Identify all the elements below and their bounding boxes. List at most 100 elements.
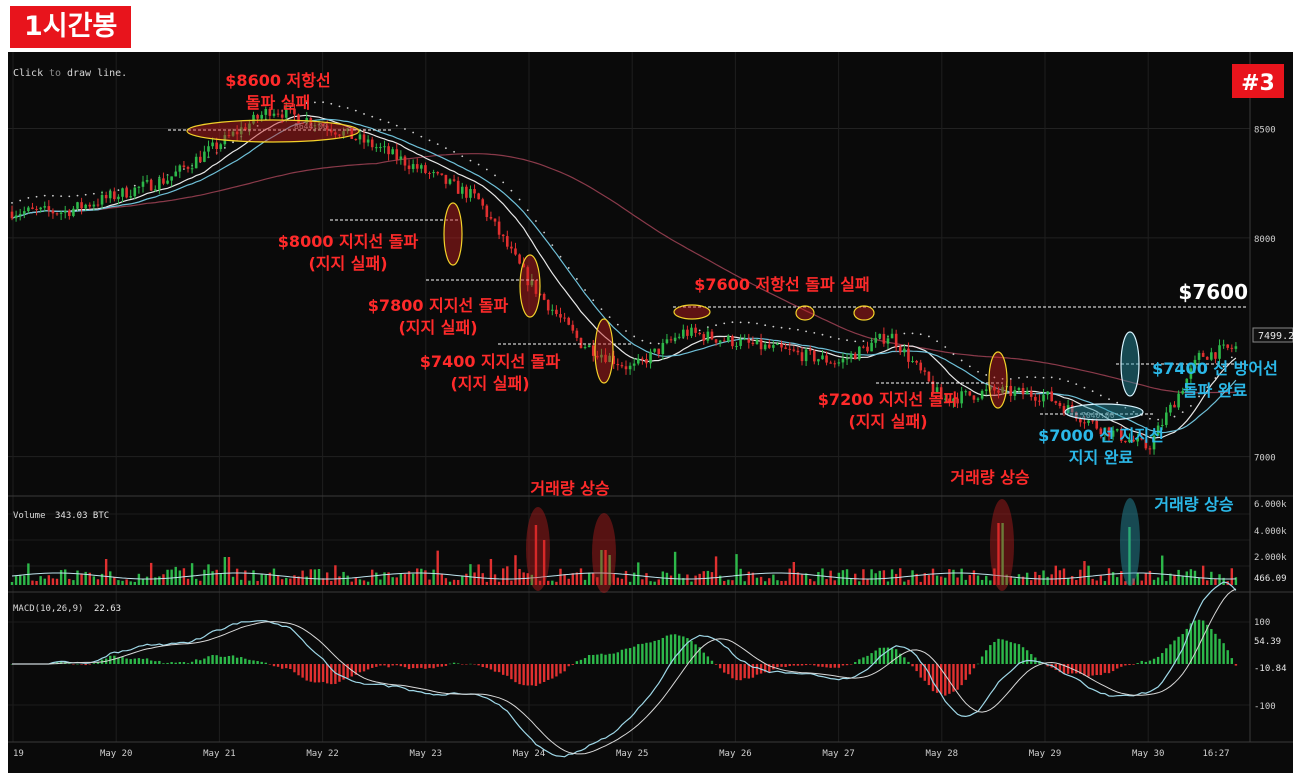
macd-histogram-bar: [137, 658, 141, 664]
volume-bar: [403, 574, 407, 585]
sar-dot: [649, 342, 652, 345]
candle-body: [1029, 391, 1033, 397]
candle-body: [722, 340, 726, 342]
volume-bar: [1214, 579, 1217, 585]
candle-body: [14, 215, 18, 219]
macd-histogram-bar: [84, 664, 87, 666]
macd-histogram-bar: [612, 653, 615, 664]
volume-bar: [800, 574, 804, 585]
macd-histogram-bar: [989, 645, 992, 664]
sar-dot: [797, 328, 799, 331]
candle-body: [1115, 428, 1119, 431]
volume-bar: [985, 575, 988, 585]
candle-body: [121, 188, 124, 197]
macd-indicator: [10, 581, 1238, 758]
macd-histogram-bar: [669, 634, 673, 664]
sar-dot: [453, 150, 455, 153]
volume-bar: [1201, 565, 1205, 585]
macd-histogram-bar: [526, 664, 529, 686]
candle-body: [1205, 356, 1209, 360]
macd-histogram-bar: [371, 664, 374, 668]
volume-bar: [379, 579, 382, 585]
volume-bar: [149, 562, 153, 585]
sar-dot: [772, 325, 775, 328]
volume-bar: [64, 569, 67, 585]
candle-body: [767, 344, 771, 348]
volume-bar: [420, 568, 423, 585]
sar-dot: [92, 192, 95, 195]
sar-dot: [600, 308, 603, 311]
macd-histogram-bar: [956, 664, 959, 690]
volume-bar: [461, 576, 464, 585]
macd-histogram-bar: [534, 664, 538, 686]
volume-bar: [203, 569, 206, 585]
candle-body: [804, 349, 808, 362]
sar-dot: [52, 194, 54, 197]
sar-dot: [625, 330, 627, 332]
macd-histogram-bar: [207, 656, 210, 664]
volume-bar: [604, 550, 607, 585]
candle-body: [759, 339, 763, 350]
annotation-vol-3: 거래량 상승: [1154, 495, 1233, 514]
macd-histogram-bar: [436, 664, 439, 667]
volume-bar: [735, 554, 738, 585]
volume-bar: [133, 581, 136, 585]
sar-dot: [305, 102, 308, 104]
volume-bar: [686, 574, 689, 585]
candle-body: [1128, 439, 1131, 443]
macd-histogram-bar: [1091, 664, 1094, 676]
sar-dot: [567, 267, 570, 269]
candle-body: [882, 333, 886, 344]
annotation-s7200-2: (지지 실패): [848, 412, 927, 431]
macd-histogram-bar: [899, 653, 902, 664]
time-tick-label: y 19: [8, 749, 24, 759]
sar-dot: [747, 321, 750, 324]
candle-body: [366, 139, 370, 143]
macd-histogram-bar: [567, 664, 570, 667]
time-axis: y 19 May 20 May 21 May 22 May 23 May 24 May 25…: [8, 749, 1230, 759]
macd-histogram-bar: [592, 654, 595, 664]
macd-histogram-bar: [768, 664, 771, 673]
volume-bar: [510, 580, 513, 585]
volume-bar: [915, 573, 918, 585]
candle-body: [596, 355, 599, 358]
volume-bar: [596, 577, 599, 585]
volume-tick-6000: 6.000k: [1254, 500, 1287, 510]
highlight-7400-defense: [1120, 331, 1140, 397]
candle-body: [362, 134, 366, 143]
sar-dot: [543, 231, 546, 234]
candle-body: [252, 114, 255, 124]
macd-histogram-bar: [686, 638, 689, 664]
candle-body: [874, 337, 877, 343]
chart-svg[interactable]: Click to draw line. 8500 8000 7000 y 19 May…: [8, 52, 1293, 773]
candle-body: [939, 387, 943, 400]
sar-dot: [43, 194, 46, 197]
macd-histogram-bar: [227, 655, 231, 664]
macd-histogram-bar: [522, 664, 525, 686]
macd-histogram-bar: [465, 664, 468, 665]
volume-bar: [890, 569, 894, 585]
chart-area[interactable]: Click to draw line. 8500 8000 7000 y 19 May…: [8, 52, 1293, 773]
candle-body: [182, 165, 186, 168]
macd-value-a: 54.39: [1254, 637, 1281, 647]
macd-histogram-bar: [1075, 664, 1078, 674]
highlight-7600-b: [795, 305, 815, 321]
candle-body: [776, 343, 779, 345]
volume-bar: [1169, 573, 1172, 585]
candle-body: [174, 171, 178, 177]
candle-body: [186, 167, 190, 169]
candle-body: [591, 345, 595, 356]
macd-histogram-bar: [424, 664, 427, 669]
candle-body: [972, 395, 976, 400]
sar-dot: [829, 336, 832, 338]
macd-histogram-bar: [624, 648, 628, 664]
candle-body: [76, 202, 79, 209]
volume-bar: [55, 578, 59, 585]
sar-dot: [575, 278, 578, 280]
macd-histogram-bar: [1107, 664, 1111, 674]
candle-body: [788, 348, 792, 350]
macd-histogram-bar: [587, 654, 591, 664]
macd-histogram-bar: [939, 664, 943, 695]
volume-bar: [293, 575, 296, 585]
candle-body: [956, 398, 959, 404]
